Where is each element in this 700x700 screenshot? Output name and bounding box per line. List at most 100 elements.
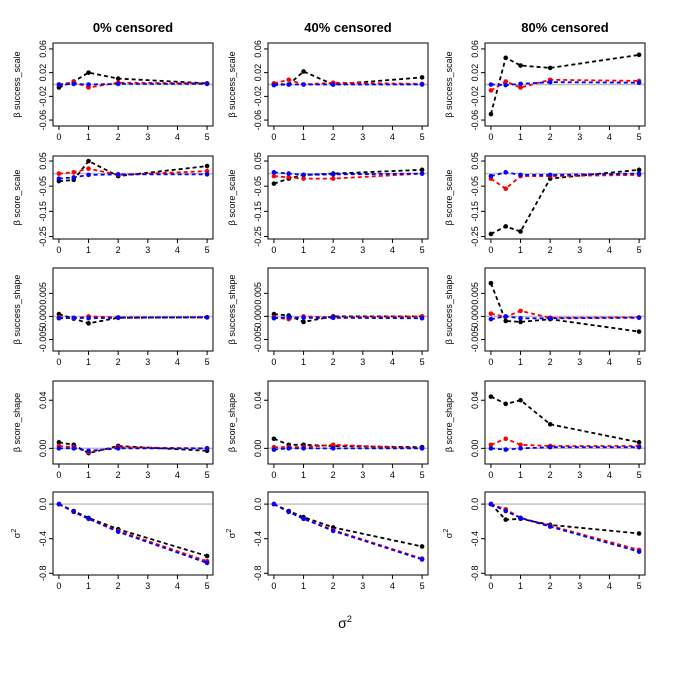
x-tick-label: 1 (86, 470, 91, 480)
y-tick-label: 0.00 (38, 440, 48, 458)
data-point-blue (488, 173, 494, 179)
x-tick-label: 3 (360, 357, 365, 367)
x-tick-label: 2 (331, 132, 336, 142)
data-point-red (503, 186, 509, 191)
data-point-blue (204, 172, 210, 177)
data-point-blue (115, 81, 121, 87)
x-tick-label: 1 (301, 357, 306, 367)
x-tick-label: 4 (175, 132, 180, 142)
data-point-black (204, 163, 210, 169)
y-axis-label: σ2 (226, 529, 237, 539)
data-point-blue (330, 172, 336, 177)
y-tick-label: -0.02 (38, 86, 48, 107)
x-tick-label: 3 (577, 132, 582, 142)
y-tick-label: -0.02 (253, 86, 263, 107)
x-tick-label: 4 (607, 132, 612, 142)
y-axis-label-text: β score_shape (12, 393, 22, 452)
data-point-black (115, 76, 121, 81)
x-tick-label: 3 (360, 132, 365, 142)
x-tick-label: 0 (56, 581, 61, 591)
data-point-black (636, 329, 642, 334)
y-tick-label: 0.05 (253, 152, 263, 170)
x-tick-label: 4 (607, 470, 612, 480)
x-tick-label: 4 (390, 581, 395, 591)
x-tick-label: 0 (488, 245, 493, 255)
data-point-blue (518, 446, 523, 451)
x-tick-label: 1 (518, 470, 523, 480)
data-point-blue (636, 549, 642, 554)
data-point-blue (518, 172, 523, 178)
y-tick-label: 0.005 (253, 282, 263, 305)
x-tick-label: 3 (360, 581, 365, 591)
y-tick-label: -0.8 (253, 566, 263, 582)
data-point-blue (115, 172, 121, 177)
x-tick-label: 3 (577, 245, 582, 255)
y-axis-label-superscript: 2 (443, 529, 450, 533)
x-tick-label: 2 (331, 357, 336, 367)
y-tick-label: -0.05 (38, 176, 48, 197)
x-tick-label: 5 (637, 470, 642, 480)
y-axis-label-text: β success_shape (227, 275, 237, 345)
data-point-blue (271, 315, 277, 321)
data-point-blue (503, 508, 509, 514)
y-axis-label-text: β success_scale (444, 51, 454, 117)
data-point-blue (115, 446, 121, 451)
column-title: 0% censored (93, 20, 173, 35)
y-axis-label: β success_scale (444, 51, 454, 117)
y-tick-label: 0.0 (38, 498, 48, 511)
data-point-black (547, 65, 553, 71)
data-point-black (419, 544, 425, 549)
x-tick-label: 0 (56, 357, 61, 367)
data-point-black (636, 440, 642, 445)
y-tick-label: 0.02 (470, 64, 480, 82)
x-tick-label: 4 (390, 470, 395, 480)
data-point-black (636, 531, 642, 536)
y-axis-label-text: β score_shape (444, 393, 454, 452)
y-axis-label: β success_scale (12, 51, 22, 117)
x-tick-label: 3 (577, 357, 582, 367)
data-point-black (518, 397, 523, 403)
series-line-red (58, 503, 208, 563)
y-tick-label: 0.05 (38, 152, 48, 170)
x-tick-label: 4 (390, 357, 395, 367)
y-tick-label: -0.15 (38, 201, 48, 222)
y-tick-label: -0.8 (470, 566, 480, 582)
y-tick-label: -0.15 (470, 201, 480, 222)
x-tick-label: 0 (56, 132, 61, 142)
y-tick-label: -0.25 (253, 226, 263, 247)
panel-frame (267, 155, 429, 240)
data-point-black (518, 229, 523, 234)
x-axis-label-superscript: 2 (347, 614, 352, 624)
data-point-blue (286, 446, 292, 451)
data-point-black (488, 111, 494, 117)
y-axis-label-text: β score_shape (227, 393, 237, 452)
data-point-red (518, 442, 523, 448)
y-axis-label: β success_scale (227, 51, 237, 117)
y-axis-label-text: β success_shape (444, 275, 454, 345)
data-point-blue (330, 528, 336, 534)
data-point-black (488, 280, 494, 286)
data-point-red (86, 166, 91, 171)
y-tick-label: 0.05 (470, 152, 480, 170)
y-tick-label: 0.000 (470, 305, 480, 328)
x-tick-label: 0 (271, 132, 276, 142)
data-point-red (518, 308, 523, 314)
data-point-blue (547, 79, 553, 85)
panel-frame (267, 267, 429, 352)
x-tick-label: 2 (331, 470, 336, 480)
data-point-blue (71, 81, 77, 87)
data-point-red (56, 171, 62, 176)
y-tick-label: 0.06 (470, 40, 480, 58)
data-point-blue (547, 172, 553, 178)
y-tick-label: 0.00 (470, 440, 480, 458)
x-tick-label: 2 (548, 470, 553, 480)
data-point-blue (204, 446, 210, 451)
data-point-blue (286, 171, 292, 176)
y-tick-label: 0.02 (38, 64, 48, 82)
data-point-blue (56, 176, 62, 181)
x-tick-label: 2 (548, 132, 553, 142)
data-point-blue (419, 446, 425, 451)
series-line-blue (273, 316, 423, 320)
panel-frame (484, 491, 646, 576)
x-tick-label: 1 (518, 132, 523, 142)
